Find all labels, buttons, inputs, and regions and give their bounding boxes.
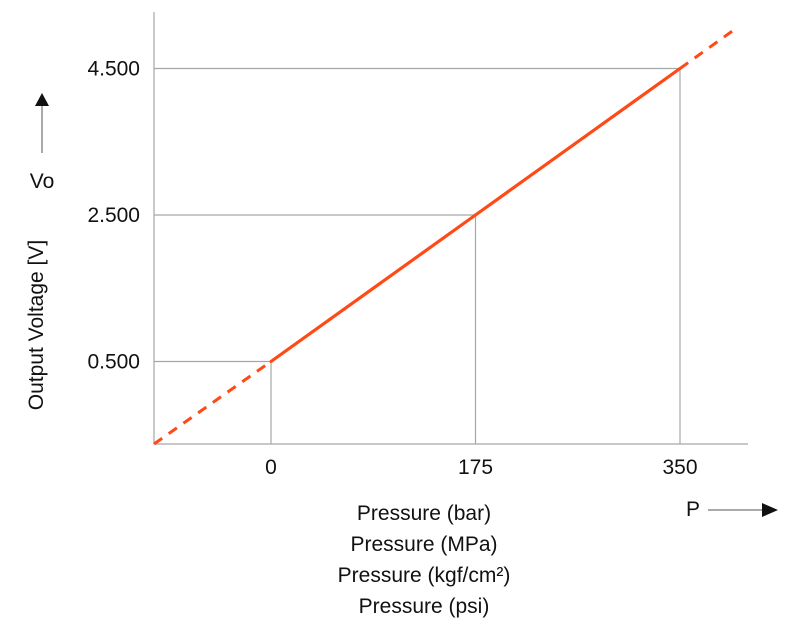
x-tick-label: 175 bbox=[458, 456, 493, 479]
extrapolation-line-high bbox=[679, 25, 740, 70]
y-axis-title: Output Voltage [V] bbox=[25, 240, 48, 410]
x-axis-title-line: Pressure (psi) bbox=[359, 595, 490, 618]
x-axis-symbol: P bbox=[686, 498, 700, 521]
y-axis-symbol: Vo bbox=[30, 170, 55, 193]
series-lines bbox=[153, 25, 740, 446]
y-tick-label: 2.500 bbox=[87, 204, 140, 227]
data-point bbox=[269, 360, 273, 363]
y-tick-labels: 0.500 2.500 4.500 bbox=[87, 58, 140, 374]
data-point bbox=[678, 67, 682, 70]
x-axis-title-line: Pressure (MPa) bbox=[350, 533, 497, 556]
x-axis-arrow bbox=[708, 503, 778, 517]
x-tick-label: 0 bbox=[265, 456, 277, 479]
x-tick-label: 350 bbox=[662, 456, 697, 479]
x-axis-title-line: Pressure (kgf/cm²) bbox=[338, 564, 511, 587]
y-tick-label: 0.500 bbox=[87, 351, 140, 374]
y-axis-arrow bbox=[35, 93, 49, 153]
x-tick-labels: 0 175 350 bbox=[265, 456, 697, 479]
guide-lines bbox=[154, 67, 681, 444]
extrapolation-line-low bbox=[153, 360, 272, 446]
data-point bbox=[474, 213, 477, 217]
y-tick-label: 4.500 bbox=[87, 58, 140, 81]
x-axis-title-line: Pressure (bar) bbox=[357, 502, 491, 525]
x-axis-title-lines: Pressure (bar) Pressure (MPa) Pressure (… bbox=[338, 502, 511, 618]
